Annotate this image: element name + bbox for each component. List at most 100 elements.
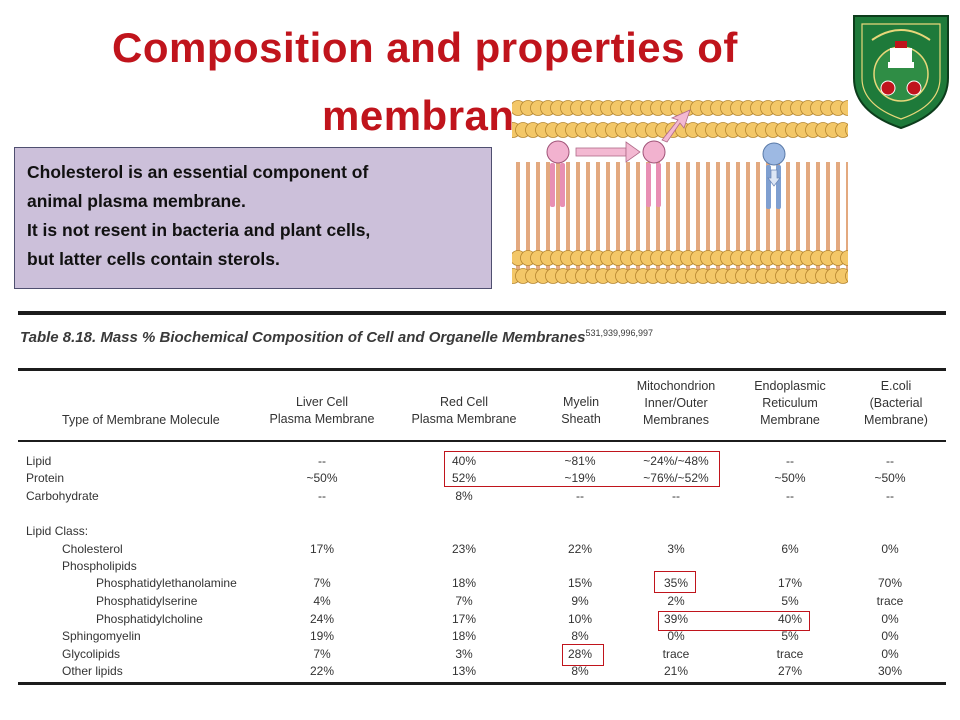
table-cell: 52%: [451, 471, 477, 485]
table-caption: Table 8.18. Mass % Biochemical Compositi…: [20, 328, 653, 346]
table-cell: ~81%: [564, 454, 596, 468]
lipid-tail: [766, 162, 770, 270]
lipid-tail: [606, 162, 610, 270]
lipid-tail: [646, 162, 650, 270]
lipid-tail: [666, 162, 670, 270]
highlight-box-lipid-protein: [444, 451, 720, 487]
row-label: Phosphatidylcholine: [96, 612, 203, 626]
table-cell: ~50%: [874, 471, 906, 485]
table-cell: ~76%/~52%: [643, 471, 709, 485]
row-label: Lipid: [26, 454, 52, 468]
lipid-tail: [536, 162, 540, 270]
table-cell: 39%: [663, 612, 689, 626]
lipid-tail: [686, 162, 690, 270]
table-cell: 17%: [777, 576, 803, 590]
lipid-head: [835, 268, 848, 284]
table-cell: 17%: [451, 612, 477, 626]
table-cell: 35%: [663, 576, 689, 590]
lipid-tail: [846, 162, 848, 270]
table-cell: 30%: [877, 664, 903, 678]
row-label: Cholesterol: [62, 542, 123, 556]
table-cell: 4%: [313, 594, 331, 608]
table-cell: trace: [776, 647, 804, 661]
col-header-red-cell: Red Cell Plasma Membrane: [411, 395, 517, 426]
lipid-tail: [676, 162, 680, 270]
table-cell: 40%: [777, 612, 803, 626]
table-cell: --: [786, 454, 794, 468]
lipid-tail: [826, 162, 830, 270]
table-cell: 5%: [781, 594, 799, 608]
highlight-box-pc-mito-er: [658, 611, 810, 631]
lipid-heads-layer: [512, 100, 848, 284]
table-cell: 7%: [313, 576, 331, 590]
table-cell: 15%: [567, 576, 593, 590]
table-cell: 8%: [571, 629, 589, 643]
table-cell: ~24%/~48%: [643, 454, 709, 468]
lipid-tail: [556, 162, 560, 270]
table-cell: 23%: [451, 542, 477, 556]
table-cell: ~50%: [774, 471, 806, 485]
table-cell: 13%: [451, 664, 477, 678]
row-label: Phosphatidylethanolamine: [96, 576, 237, 590]
table-cell: --: [886, 489, 894, 503]
row-label: Glycolipids: [62, 647, 121, 661]
table-cell: 24%: [309, 612, 335, 626]
lipid-head: [840, 250, 848, 266]
lipid-tail: [706, 162, 710, 270]
table-cell: 8%: [455, 489, 473, 503]
membrane-composition-table: Table 8.18. Mass % Biochemical Compositi…: [18, 308, 948, 694]
header-bottom-rule: [18, 440, 946, 442]
col-header-mitochondrion: Mitochondrion Inner/Outer Membranes: [636, 379, 716, 427]
table-cell: 0%: [881, 647, 899, 661]
table-cell: 10%: [567, 612, 593, 626]
lipid-head: [835, 122, 848, 138]
table-cell: 7%: [313, 647, 331, 661]
lipid-tail: [816, 162, 820, 270]
table-cell: 6%: [781, 542, 799, 556]
table-cell: 18%: [451, 576, 477, 590]
lipid-tail: [656, 162, 660, 270]
table-top-rule: [18, 311, 946, 315]
col-header-molecule-type: Type of Membrane Molecule: [62, 413, 220, 427]
row-label: Phospholipids: [62, 559, 137, 573]
row-label: Phosphatidylserine: [96, 594, 198, 608]
lipid-tail: [726, 162, 730, 270]
lipid-tail: [746, 162, 750, 270]
table-caption-text: Table 8.18. Mass % Biochemical Compositi…: [20, 329, 586, 346]
table-cell: trace: [662, 647, 690, 661]
table-cell: --: [786, 489, 794, 503]
table-cell: 17%: [309, 542, 335, 556]
table-cell: 0%: [881, 629, 899, 643]
table-cell: --: [886, 454, 894, 468]
lipid-tail: [516, 162, 520, 270]
row-label: Other lipids: [62, 664, 123, 678]
lipid-tail: [526, 162, 530, 270]
lipid-tail: [546, 162, 550, 270]
lipid-tail: [776, 162, 780, 270]
lipid-tail: [756, 162, 760, 270]
col-header-endoplasmic-reticulum: Endoplasmic Reticulum Membrane: [754, 379, 826, 427]
table-cell: 22%: [567, 542, 593, 556]
lipid-tail: [716, 162, 720, 270]
row-label: Carbohydrate: [26, 489, 99, 503]
table-cell: 7%: [455, 594, 473, 608]
university-seal-logo: [853, 15, 949, 130]
slide-title-line-1: Composition and properties of: [112, 24, 738, 71]
table-cell: ~19%: [564, 471, 596, 485]
table-cell: 40%: [451, 454, 477, 468]
lipid-tail: [636, 162, 640, 270]
lipid-tail: [566, 162, 570, 270]
flippase-lipid-molecules: [546, 109, 786, 209]
cholesterol-note-box: Cholesterol is an essential component of…: [14, 147, 492, 289]
table-cell: --: [672, 489, 680, 503]
lipid-tail: [806, 162, 810, 270]
table-cell: 3%: [667, 542, 685, 556]
table-cell: 22%: [309, 664, 335, 678]
callout-line-1: Cholesterol is an essential component of: [27, 162, 369, 182]
table-cell: 8%: [571, 664, 589, 678]
table-bottom-rule: [18, 682, 946, 685]
row-label: Lipid Class:: [26, 524, 89, 538]
row-label: Protein: [26, 471, 65, 485]
table-cell: 0%: [881, 612, 899, 626]
lipid-tail: [576, 162, 580, 270]
